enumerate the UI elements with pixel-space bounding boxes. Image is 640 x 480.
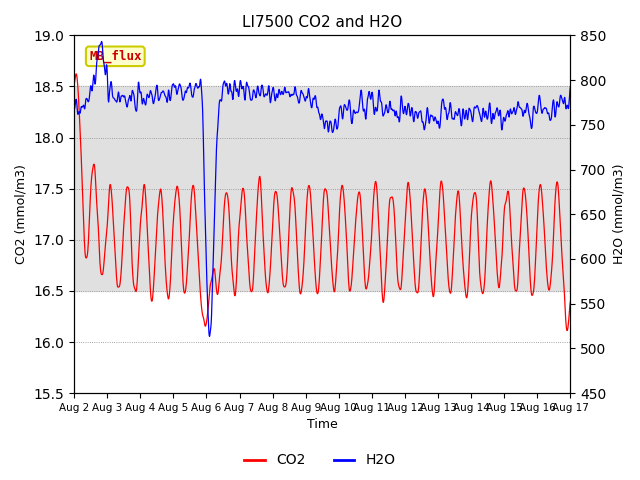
Legend: CO2, H2O: CO2, H2O: [239, 448, 401, 473]
Y-axis label: H2O (mmol/m3): H2O (mmol/m3): [612, 164, 625, 264]
X-axis label: Time: Time: [307, 419, 338, 432]
Y-axis label: CO2 (mmol/m3): CO2 (mmol/m3): [15, 164, 28, 264]
Bar: [74, 86, 570, 291]
Title: LI7500 CO2 and H2O: LI7500 CO2 and H2O: [242, 15, 403, 30]
Text: MB_flux: MB_flux: [89, 49, 141, 63]
